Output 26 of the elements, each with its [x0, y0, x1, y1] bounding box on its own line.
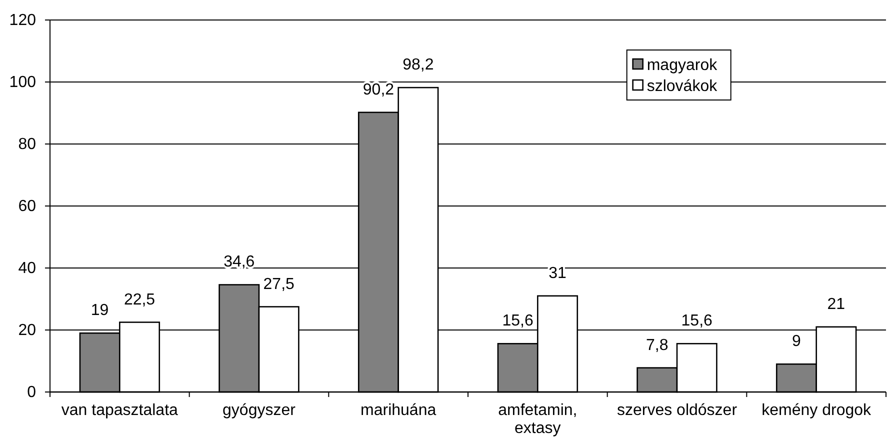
data-label: 15,6 [502, 312, 534, 330]
data-label: 7,8 [646, 336, 668, 354]
y-tick-label: 20 [18, 322, 36, 340]
y-tick-label: 80 [18, 136, 36, 154]
data-label: 15,6 [681, 312, 713, 330]
legend-label: magyarok [646, 57, 718, 74]
data-label: 98,2 [402, 56, 434, 74]
x-tick-label: kemény drogok [762, 402, 872, 419]
data-label: 21 [827, 296, 846, 313]
x-tick-label: szerves oldószer [616, 402, 738, 419]
data-label: 19 [90, 302, 109, 320]
y-tick-label: 40 [18, 260, 36, 278]
data-label: 34,6 [224, 254, 255, 271]
x-tick-label: gyógyszer [222, 402, 296, 419]
x-tick-label: marihuána [360, 402, 436, 419]
y-tick-label: 120 [9, 12, 36, 30]
data-label: 27,5 [263, 276, 295, 293]
x-tick-label: van tapasztalata [61, 402, 178, 419]
data-label: 22,5 [124, 291, 156, 308]
y-tick-label: 0 [27, 384, 36, 402]
legend-label: szlovákok [646, 78, 718, 95]
x-tick-label: amfetamin, extasy [498, 402, 578, 437]
data-label: 9 [792, 333, 802, 350]
y-tick-label: 100 [9, 74, 36, 92]
y-tick-label: 60 [18, 198, 36, 216]
data-label: 90,2 [362, 81, 394, 98]
